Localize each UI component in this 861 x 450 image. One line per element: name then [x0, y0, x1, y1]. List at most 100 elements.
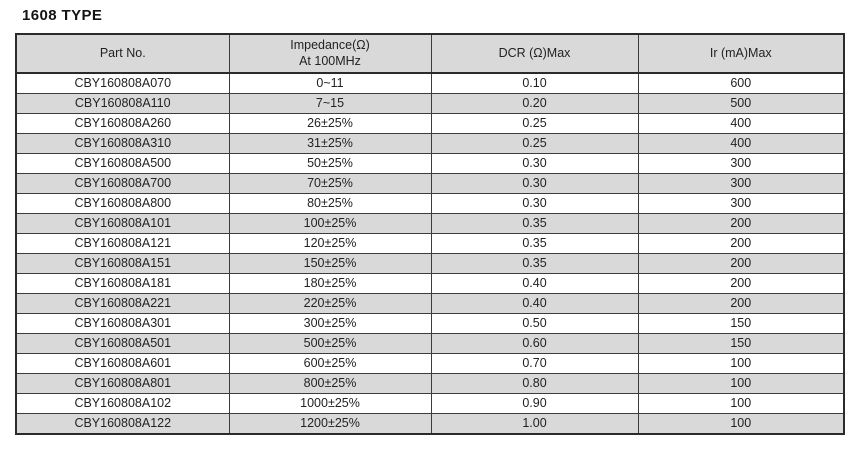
col-header-part-no: Part No.	[15, 33, 230, 74]
cell-impedance: 120±25%	[228, 233, 432, 254]
table-row: CBY160808A801 800±25% 0.80 100	[15, 373, 845, 394]
cell-part-no: CBY160808A801	[15, 373, 230, 394]
cell-impedance: 70±25%	[228, 173, 432, 194]
cell-dcr: 0.60	[430, 333, 639, 354]
table-row: CBY160808A260 26±25% 0.25 400	[15, 113, 845, 134]
cell-part-no: CBY160808A121	[15, 233, 230, 254]
cell-dcr: 0.35	[430, 233, 639, 254]
table-row: CBY160808A102 1000±25% 0.90 100	[15, 393, 845, 414]
cell-dcr: 0.40	[430, 293, 639, 314]
cell-impedance: 1000±25%	[228, 393, 432, 414]
cell-impedance: 26±25%	[228, 113, 432, 134]
cell-dcr: 0.35	[430, 253, 639, 274]
cell-ir: 100	[637, 413, 845, 435]
cell-dcr: 0.30	[430, 193, 639, 214]
table-row: CBY160808A601 600±25% 0.70 100	[15, 353, 845, 374]
cell-part-no: CBY160808A501	[15, 333, 230, 354]
cell-part-no: CBY160808A070	[15, 72, 230, 94]
cell-ir: 300	[637, 193, 845, 214]
table-row: CBY160808A310 31±25% 0.25 400	[15, 133, 845, 154]
cell-part-no: CBY160808A301	[15, 313, 230, 334]
cell-impedance: 600±25%	[228, 353, 432, 374]
cell-ir: 100	[637, 353, 845, 374]
cell-dcr: 1.00	[430, 413, 639, 435]
table-row: CBY160808A181 180±25% 0.40 200	[15, 273, 845, 294]
cell-impedance: 180±25%	[228, 273, 432, 294]
cell-impedance: 300±25%	[228, 313, 432, 334]
table-row: CBY160808A110 7~15 0.20 500	[15, 93, 845, 114]
col-header-impedance-line1: Impedance(Ω)	[290, 37, 370, 52]
cell-ir: 300	[637, 173, 845, 194]
table-row: CBY160808A221 220±25% 0.40 200	[15, 293, 845, 314]
cell-ir: 400	[637, 133, 845, 154]
cell-ir: 100	[637, 373, 845, 394]
cell-part-no: CBY160808A700	[15, 173, 230, 194]
cell-part-no: CBY160808A500	[15, 153, 230, 174]
col-header-ir: Ir (mA)Max	[637, 33, 845, 74]
cell-part-no: CBY160808A102	[15, 393, 230, 414]
cell-impedance: 150±25%	[228, 253, 432, 274]
cell-impedance: 500±25%	[228, 333, 432, 354]
cell-part-no: CBY160808A181	[15, 273, 230, 294]
cell-dcr: 0.10	[430, 72, 639, 94]
cell-dcr: 0.70	[430, 353, 639, 374]
cell-dcr: 0.25	[430, 113, 639, 134]
cell-ir: 200	[637, 273, 845, 294]
page-title: 1608 TYPE	[22, 7, 103, 24]
cell-part-no: CBY160808A122	[15, 413, 230, 435]
col-header-impedance-line2: At 100MHz	[299, 53, 361, 68]
cell-ir: 600	[637, 72, 845, 94]
cell-dcr: 0.30	[430, 173, 639, 194]
cell-dcr: 0.40	[430, 273, 639, 294]
table-row: CBY160808A700 70±25% 0.30 300	[15, 173, 845, 194]
cell-part-no: CBY160808A310	[15, 133, 230, 154]
spec-table: Part No. Impedance(Ω) At 100MHz DCR (Ω)M…	[15, 33, 845, 435]
table-row: CBY160808A122 1200±25% 1.00 100	[15, 413, 845, 435]
cell-part-no: CBY160808A260	[15, 113, 230, 134]
cell-impedance: 220±25%	[228, 293, 432, 314]
table-row: CBY160808A500 50±25% 0.30 300	[15, 153, 845, 174]
table-row: CBY160808A800 80±25% 0.30 300	[15, 193, 845, 214]
header-row: Part No. Impedance(Ω) At 100MHz DCR (Ω)M…	[15, 33, 845, 74]
cell-impedance: 0~11	[228, 72, 432, 94]
cell-ir: 100	[637, 393, 845, 414]
cell-impedance: 1200±25%	[228, 413, 432, 435]
cell-ir: 200	[637, 233, 845, 254]
cell-part-no: CBY160808A101	[15, 213, 230, 234]
cell-ir: 200	[637, 213, 845, 234]
cell-impedance: 7~15	[228, 93, 432, 114]
cell-dcr: 0.50	[430, 313, 639, 334]
cell-ir: 150	[637, 333, 845, 354]
cell-impedance: 800±25%	[228, 373, 432, 394]
col-header-impedance: Impedance(Ω) At 100MHz	[228, 33, 432, 74]
table-row: CBY160808A301 300±25% 0.50 150	[15, 313, 845, 334]
table-row: CBY160808A501 500±25% 0.60 150	[15, 333, 845, 354]
cell-impedance: 31±25%	[228, 133, 432, 154]
cell-dcr: 0.25	[430, 133, 639, 154]
cell-dcr: 0.90	[430, 393, 639, 414]
cell-dcr: 0.80	[430, 373, 639, 394]
cell-part-no: CBY160808A221	[15, 293, 230, 314]
cell-ir: 400	[637, 113, 845, 134]
cell-ir: 150	[637, 313, 845, 334]
cell-impedance: 80±25%	[228, 193, 432, 214]
cell-impedance: 50±25%	[228, 153, 432, 174]
cell-part-no: CBY160808A151	[15, 253, 230, 274]
cell-dcr: 0.30	[430, 153, 639, 174]
cell-dcr: 0.35	[430, 213, 639, 234]
cell-part-no: CBY160808A110	[15, 93, 230, 114]
cell-ir: 500	[637, 93, 845, 114]
col-header-dcr: DCR (Ω)Max	[430, 33, 639, 74]
cell-ir: 200	[637, 253, 845, 274]
cell-ir: 200	[637, 293, 845, 314]
cell-part-no: CBY160808A601	[15, 353, 230, 374]
cell-part-no: CBY160808A800	[15, 193, 230, 214]
cell-impedance: 100±25%	[228, 213, 432, 234]
cell-dcr: 0.20	[430, 93, 639, 114]
table-row: CBY160808A151 150±25% 0.35 200	[15, 253, 845, 274]
table-row: CBY160808A070 0~11 0.10 600	[15, 72, 845, 94]
cell-ir: 300	[637, 153, 845, 174]
table-row: CBY160808A101 100±25% 0.35 200	[15, 213, 845, 234]
table-row: CBY160808A121 120±25% 0.35 200	[15, 233, 845, 254]
